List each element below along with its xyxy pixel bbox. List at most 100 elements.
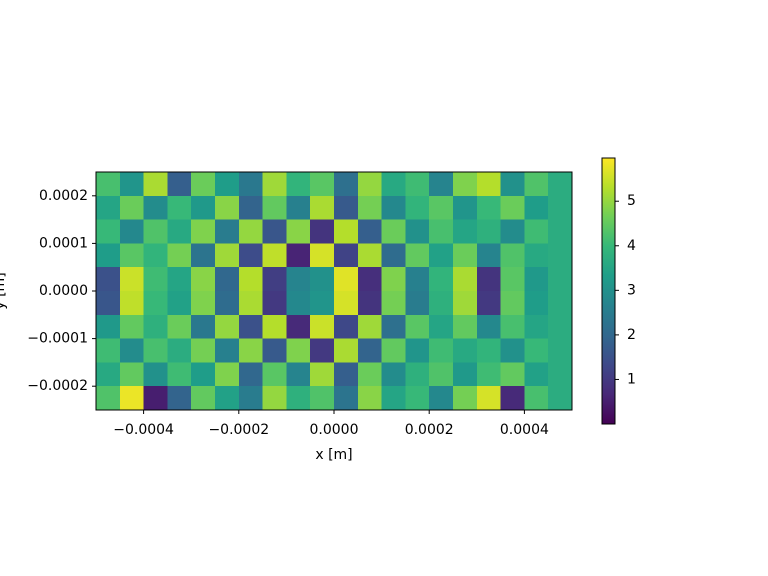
cell (310, 172, 335, 197)
cell (238, 243, 264, 268)
cell (143, 219, 168, 244)
cell (357, 338, 383, 363)
cell (96, 291, 121, 316)
cell (453, 362, 478, 387)
cell (191, 172, 216, 197)
cell (405, 195, 430, 221)
cell (119, 195, 145, 221)
cell (500, 291, 525, 316)
cell (500, 243, 525, 268)
colorbar-tick-label: 3 (627, 282, 636, 298)
cell (548, 267, 573, 292)
cell (357, 291, 383, 316)
cell (262, 267, 287, 292)
cell (524, 195, 549, 221)
cell (334, 243, 359, 268)
cell (453, 243, 478, 268)
colorbar-tick-label: 4 (627, 238, 636, 254)
cell (143, 314, 168, 340)
cell (119, 172, 145, 197)
cell (238, 314, 264, 340)
cell (405, 386, 430, 411)
cell (238, 338, 264, 363)
cell (476, 243, 502, 268)
cell (215, 386, 240, 411)
cell (524, 219, 549, 244)
cell (524, 362, 549, 387)
cell (96, 386, 121, 411)
cell (286, 195, 311, 221)
cell (334, 291, 359, 316)
cell (357, 314, 383, 340)
cell (476, 338, 502, 363)
cell (262, 386, 287, 411)
y-tick-label: −0.0002 (27, 378, 88, 394)
cell (476, 219, 502, 244)
cell (453, 291, 478, 316)
cell (96, 243, 121, 268)
cell (429, 267, 454, 292)
cell (500, 386, 525, 411)
colorbar (601, 157, 616, 425)
cell (96, 267, 121, 292)
cell (310, 386, 335, 411)
cell (286, 172, 311, 197)
cell (334, 172, 359, 197)
cell (548, 172, 573, 197)
cell (167, 291, 192, 316)
cell (286, 291, 311, 316)
cell (143, 362, 168, 387)
cell (215, 338, 240, 363)
cell (191, 243, 216, 268)
x-tick-label: −0.0004 (113, 422, 174, 438)
cell (381, 172, 406, 197)
cell (143, 291, 168, 316)
cell (215, 362, 240, 387)
cell (453, 386, 478, 411)
cell (96, 362, 121, 387)
cell (405, 291, 430, 316)
cell (429, 195, 454, 221)
cell (476, 267, 502, 292)
cell (286, 386, 311, 411)
cell (310, 338, 335, 363)
cell (334, 195, 359, 221)
cell (429, 172, 454, 197)
cell (262, 291, 287, 316)
cell (286, 362, 311, 387)
cell (500, 362, 525, 387)
cell (548, 243, 573, 268)
cell (524, 267, 549, 292)
cell (334, 362, 359, 387)
cell (286, 243, 311, 268)
cell (238, 172, 264, 197)
cell (310, 219, 335, 244)
cell (453, 219, 478, 244)
cell (96, 219, 121, 244)
cell (381, 195, 406, 221)
cell (310, 195, 335, 221)
cell (405, 219, 430, 244)
cell (476, 195, 502, 221)
cell (286, 267, 311, 292)
cell (524, 172, 549, 197)
cell (334, 386, 359, 411)
cell (310, 314, 335, 340)
cell (357, 386, 383, 411)
y-tick-label: −0.0001 (27, 331, 88, 347)
cell (143, 172, 168, 197)
y-tick-label: 0.0002 (39, 188, 88, 204)
cell (548, 314, 573, 340)
cell (453, 338, 478, 363)
cell (381, 386, 406, 411)
cell (143, 243, 168, 268)
y-axis-label: y [m] (0, 272, 8, 309)
cell (262, 243, 287, 268)
cell (143, 338, 168, 363)
cell (262, 362, 287, 387)
cell (405, 243, 430, 268)
cell (167, 172, 192, 197)
cell (476, 291, 502, 316)
cell (119, 314, 145, 340)
colorbar-tick-label: 2 (627, 327, 636, 343)
